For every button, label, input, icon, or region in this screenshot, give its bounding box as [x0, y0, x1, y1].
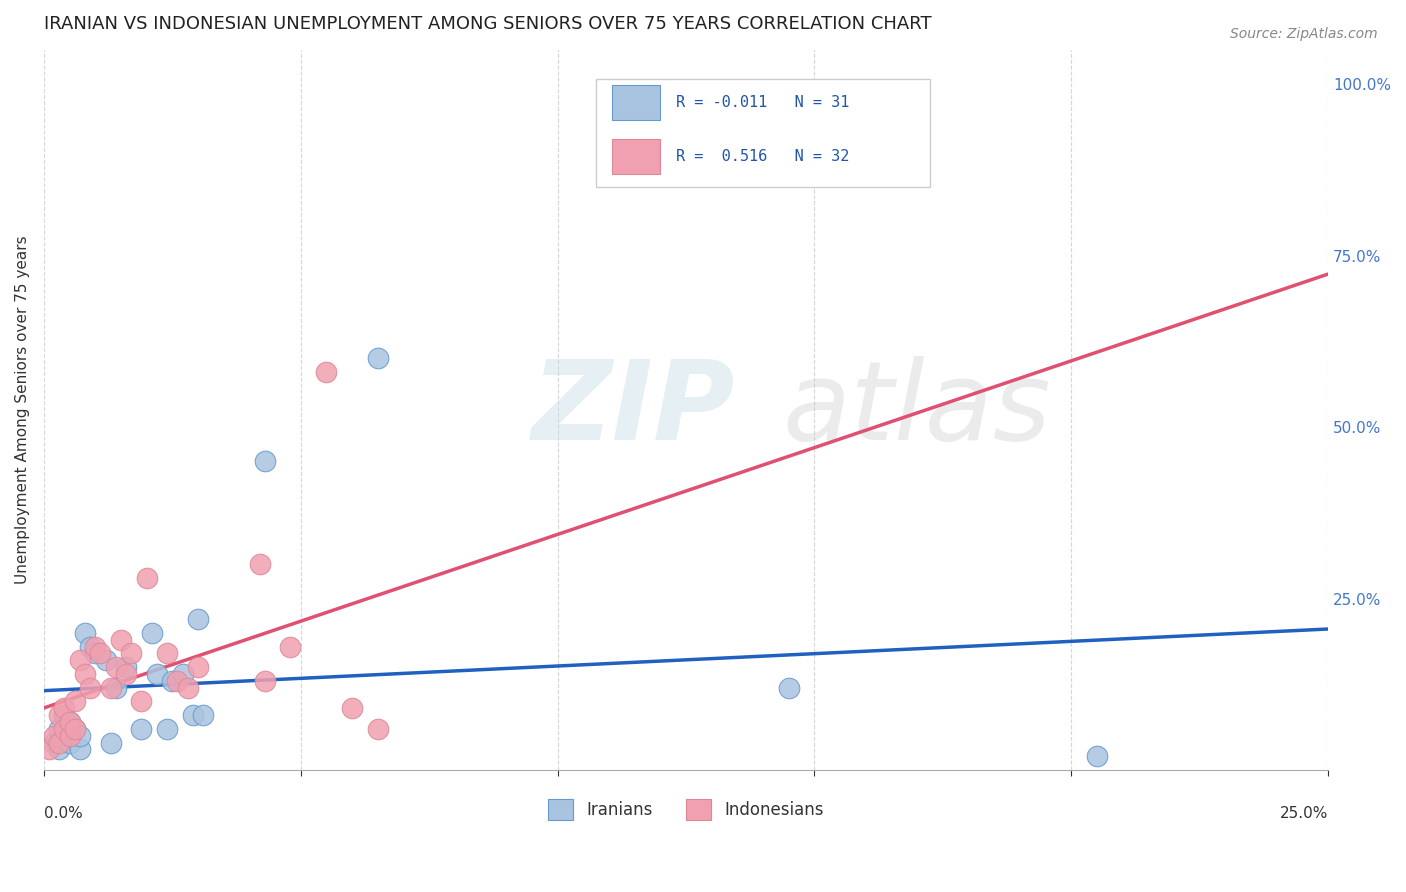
Point	[100, 681, 122, 695]
Point	[115, 660, 138, 674]
Point	[69, 729, 91, 743]
Point	[53, 701, 76, 715]
Point	[69, 653, 91, 667]
Point	[53, 708, 76, 723]
Point	[48, 708, 70, 723]
Text: R =  0.516   N = 32: R = 0.516 N = 32	[676, 149, 849, 164]
FancyBboxPatch shape	[612, 139, 661, 174]
Point	[778, 681, 800, 695]
Point	[340, 701, 363, 715]
Point	[187, 612, 209, 626]
Point	[89, 647, 111, 661]
Point	[58, 735, 80, 749]
Point	[100, 735, 122, 749]
Point	[79, 681, 101, 695]
Point	[367, 351, 389, 366]
Point	[141, 625, 163, 640]
Text: ZIP: ZIP	[531, 357, 735, 464]
Point	[253, 673, 276, 688]
Point	[1085, 749, 1108, 764]
Point	[172, 667, 194, 681]
Point	[84, 647, 107, 661]
Point	[249, 558, 271, 572]
Point	[84, 640, 107, 654]
Point	[104, 660, 127, 674]
Point	[162, 673, 184, 688]
Point	[156, 647, 179, 661]
Point	[53, 729, 76, 743]
Point	[131, 722, 153, 736]
Point	[253, 454, 276, 468]
Point	[181, 708, 204, 723]
Text: R = -0.011   N = 31: R = -0.011 N = 31	[676, 95, 849, 110]
Point	[63, 694, 86, 708]
Text: Source: ZipAtlas.com: Source: ZipAtlas.com	[1230, 27, 1378, 41]
Point	[63, 722, 86, 736]
Point	[166, 673, 188, 688]
Point	[53, 722, 76, 736]
Point	[73, 625, 96, 640]
Point	[48, 722, 70, 736]
Text: IRANIAN VS INDONESIAN UNEMPLOYMENT AMONG SENIORS OVER 75 YEARS CORRELATION CHART: IRANIAN VS INDONESIAN UNEMPLOYMENT AMONG…	[44, 15, 932, 33]
Point	[44, 729, 66, 743]
Legend: Iranians, Indonesians: Iranians, Indonesians	[541, 793, 831, 827]
Point	[94, 653, 117, 667]
Point	[48, 735, 70, 749]
Point	[110, 632, 132, 647]
Point	[120, 647, 142, 661]
Point	[177, 681, 200, 695]
Point	[48, 742, 70, 756]
Point	[115, 667, 138, 681]
Point	[280, 640, 302, 654]
Text: 25.0%: 25.0%	[1279, 805, 1329, 821]
Text: 0.0%: 0.0%	[44, 805, 83, 821]
Point	[69, 742, 91, 756]
FancyBboxPatch shape	[596, 78, 929, 186]
Point	[367, 722, 389, 736]
FancyBboxPatch shape	[612, 85, 661, 120]
Point	[58, 714, 80, 729]
Point	[73, 667, 96, 681]
Y-axis label: Unemployment Among Seniors over 75 years: Unemployment Among Seniors over 75 years	[15, 235, 30, 584]
Point	[191, 708, 214, 723]
Point	[44, 735, 66, 749]
Point	[79, 640, 101, 654]
Point	[38, 742, 60, 756]
Text: atlas: atlas	[782, 357, 1050, 464]
Point	[58, 729, 80, 743]
Point	[156, 722, 179, 736]
Point	[58, 729, 80, 743]
Point	[135, 571, 157, 585]
Point	[146, 667, 169, 681]
Point	[104, 681, 127, 695]
Point	[63, 722, 86, 736]
Point	[315, 365, 337, 379]
Point	[131, 694, 153, 708]
Point	[58, 714, 80, 729]
Point	[187, 660, 209, 674]
